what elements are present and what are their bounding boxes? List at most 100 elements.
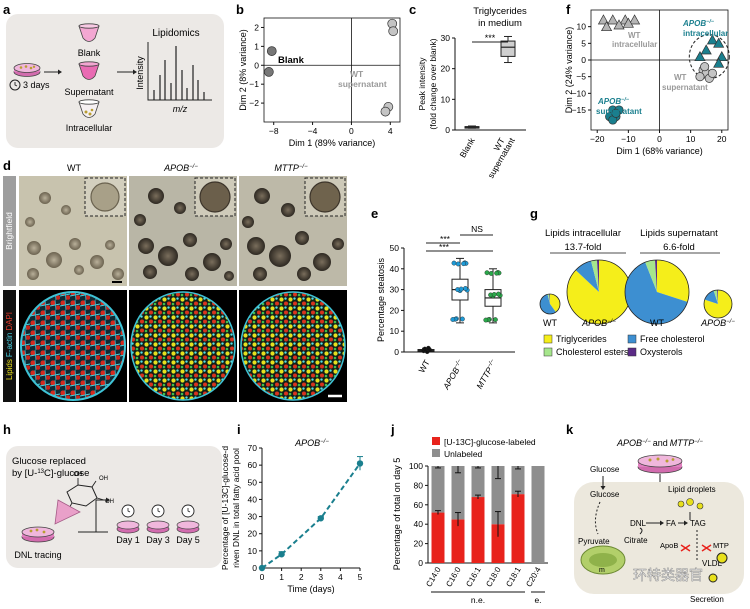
day-dish-top (116, 520, 140, 530)
day-label: Day 3 (146, 535, 170, 545)
x-tick-sup-e: −/− (487, 358, 497, 369)
y-tick-label-b: 1 (254, 41, 259, 51)
k-pyruvate: Pyruvate (578, 537, 610, 546)
pie-slice (550, 294, 561, 313)
annotation-f-apob-super: APOB−/− (597, 97, 630, 106)
k-glucose-outside: Glucose (590, 465, 620, 474)
row-band-brightfield (3, 176, 16, 286)
fluorescence-wt-image (19, 290, 127, 402)
glucose-replaced-line1: Glucose replaced (12, 456, 86, 467)
annotation-f-apob-intra: APOB−/− (682, 19, 715, 28)
panel-letter-f: f (566, 2, 571, 17)
chart-b-pca: −8 −4 0 4 −2 −1 0 1 2 Dim 1 (89% variance) Dim 2 (… (238, 17, 401, 148)
pie-super-fold: 6.6-fold (663, 242, 695, 253)
annotation-supernatant: supernatant (338, 79, 387, 89)
data-point-f (607, 14, 619, 25)
data-point-e (459, 316, 465, 322)
pie-slice (713, 290, 718, 304)
data-point-f (707, 68, 717, 78)
data-point-e (488, 271, 494, 276)
data-point-f (613, 19, 625, 30)
y-tick-label-b: 2 (254, 22, 259, 32)
y-axis-label-f: Dim 2 (24% variance) (564, 27, 574, 114)
x-tick-label-b: −8 (269, 126, 279, 136)
data-point-i (278, 551, 285, 558)
y-tick-label-c: 20 (441, 64, 451, 74)
vldl-particle-icon (708, 552, 728, 583)
x-tick-label-f: −20 (590, 134, 605, 144)
brightfield-wt-image (19, 176, 127, 286)
data-point-e (425, 345, 431, 351)
x-tick-label-j: C18:1 (504, 565, 523, 588)
fluorescence-mttp-image (239, 290, 347, 402)
svg-text:OH: OH (105, 499, 114, 505)
legend-label-j: Unlabeled (444, 449, 483, 459)
pie-label-apob-super: APOB−/− (700, 318, 735, 328)
annotation-f-intracellular: intracellular (612, 40, 657, 49)
x-tick-label-j: C14:0 (424, 565, 443, 588)
panel-g: g Lipids intracellular 13.7-fold Lipids … (530, 206, 735, 357)
annotation-f-wt: WT (628, 31, 641, 40)
data-point-i (258, 564, 266, 572)
y-tick-label-e: 50 (390, 243, 400, 253)
data-point-e (450, 317, 456, 322)
pie-outline (703, 289, 733, 319)
y-tick-label-f: −5 (576, 72, 586, 82)
k-vldl: VLDL (702, 559, 723, 568)
x-tick-label-f: 0 (657, 134, 662, 144)
pie-label-wt-super: WT (650, 318, 664, 328)
data-point-f (713, 37, 725, 48)
lipid-droplets-icon (677, 498, 704, 510)
y-tick-label-i: 10 (248, 546, 258, 556)
day-clock-hands (187, 508, 191, 513)
y-tick-label-j: 100 (409, 461, 423, 471)
y-tick-label-i: 60 (248, 460, 258, 470)
pie-slice (645, 260, 657, 292)
k-fa: FA (666, 519, 676, 528)
data-point-e (491, 292, 497, 297)
pie-outline (624, 259, 690, 325)
x-axis-label-b: Dim 1 (89% variance) (289, 138, 376, 148)
k-mtp: MTP (713, 541, 729, 550)
chart-e-steatosis: 0 10 20 30 40 50 Percentage steatosis ****** NS W… (376, 224, 515, 392)
y-tick-label-c: 10 (441, 94, 451, 104)
svg-text:OH: OH (74, 472, 83, 478)
x-tick-sup-e: −/− (454, 358, 464, 369)
pie-slice (549, 294, 550, 304)
x-axis-label-i: Time (days) (287, 584, 334, 594)
fluorescence-apob-image (129, 290, 237, 402)
pie-slice (566, 260, 631, 325)
brightfield-mttp-image (239, 176, 347, 286)
pie-slice (717, 290, 718, 304)
chart-title-i: APOB−/− (294, 438, 329, 448)
x-tick-label-f: −10 (621, 134, 636, 144)
day-dish-top (146, 520, 170, 530)
panel-i: i APOB−/− 0 10 20 30 40 50 60 70 0 1 2 3 4 5 Time (days… (220, 422, 364, 594)
panel-letter-g: g (530, 206, 538, 221)
tracing-dish-icon (21, 526, 55, 543)
chart-g-pies (539, 259, 733, 325)
x-tick-label-e: MTTP−/− (474, 358, 499, 391)
culture-dish-top (13, 63, 41, 73)
data-point-f (600, 20, 613, 32)
x-tick-label-f: 20 (717, 134, 727, 144)
y-tick-label-i: 30 (248, 512, 258, 522)
bar-unlabeled (511, 466, 525, 495)
legend-label-j: [U-13C]-glucose-labeled (444, 437, 536, 447)
k-lipid-droplets: Lipid droplets (668, 485, 716, 494)
data-point-e (492, 317, 498, 323)
x-tick-label-j: C20:4 (524, 565, 543, 588)
data-point-b (380, 106, 391, 117)
y-axis-label-i-1: Percentage of [U-13C]-glucose-d (220, 446, 230, 571)
col-label-apob: APOB−/− (163, 163, 198, 173)
pie-slice (624, 262, 688, 325)
k-title: APOB−/− and MTTP−/− (616, 438, 703, 448)
bar-labeled (451, 519, 465, 563)
k-secretion: Secretion (690, 595, 724, 604)
chart-i-dnl: APOB−/− 0 10 20 30 40 50 60 70 0 1 2 3 4 5 Time (days) P… (220, 438, 364, 594)
group-label-ne: n.e. (471, 595, 485, 605)
day-clock-hands (157, 508, 161, 513)
x-tick-label-j: C18:0 (484, 565, 503, 588)
